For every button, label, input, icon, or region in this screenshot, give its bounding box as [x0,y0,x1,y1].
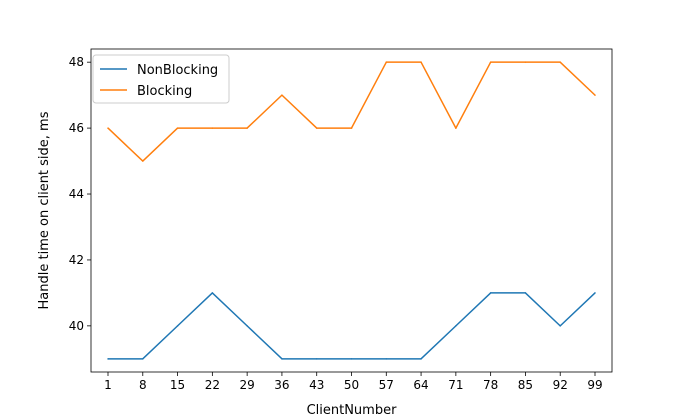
data-point [455,127,457,129]
data-point [455,325,457,327]
data-point [524,61,527,63]
y-tick-label: 46 [69,121,84,135]
data-point [142,160,144,162]
x-tick-label: 64 [413,378,428,392]
legend-label-nonblocking: NonBlocking [137,63,218,78]
data-point [246,127,248,129]
x-axis-ticks: 1 8 15 22 29 36 43 50 57 64 71 78 85 92 99 [104,372,603,392]
data-point [107,127,109,129]
y-tick-label: 48 [69,55,84,69]
data-point [385,358,388,360]
data-point [211,292,214,294]
x-tick-label: 92 [553,378,568,392]
x-axis-label: ClientNumber [307,403,398,418]
data-point [176,127,179,129]
series-lines [107,61,596,360]
data-point [489,292,492,294]
x-tick-label: 36 [274,378,289,392]
x-tick-label: 43 [309,378,324,392]
x-tick-label: 50 [344,378,359,392]
x-tick-label: 22 [205,378,220,392]
data-point [350,358,353,360]
y-tick-label: 40 [69,319,84,333]
data-point [420,61,422,63]
y-tick-label: 42 [69,253,84,267]
y-tick-label: 44 [69,187,84,201]
data-point [385,61,388,63]
data-point [176,325,179,327]
data-point [594,94,596,96]
data-point [350,127,353,129]
data-point [594,292,596,294]
data-point [281,94,283,96]
x-tick-label: 8 [139,378,147,392]
data-point [420,358,422,360]
legend-label-blocking: Blocking [137,84,192,99]
x-tick-label: 85 [518,378,533,392]
legend: NonBlocking Blocking [92,54,230,104]
data-point [281,358,283,360]
data-point [559,61,561,63]
y-axis-label: Handle time on client side, ms [37,111,52,309]
x-tick-label: 57 [379,378,394,392]
x-tick-label: 71 [448,378,463,392]
data-point [559,325,561,327]
data-point [489,61,492,63]
data-point [142,358,144,360]
data-point [315,358,318,360]
x-tick-label: 1 [104,378,112,392]
legend-box [92,54,230,104]
y-axis-ticks: 40 42 44 46 48 [69,55,91,333]
data-point [246,325,248,327]
x-tick-label: 15 [170,378,185,392]
x-tick-label: 99 [587,378,602,392]
data-point [315,127,318,129]
data-point [107,358,109,360]
x-tick-label: 78 [483,378,498,392]
x-tick-label: 29 [240,378,255,392]
data-point [211,127,214,129]
data-point [524,292,527,294]
